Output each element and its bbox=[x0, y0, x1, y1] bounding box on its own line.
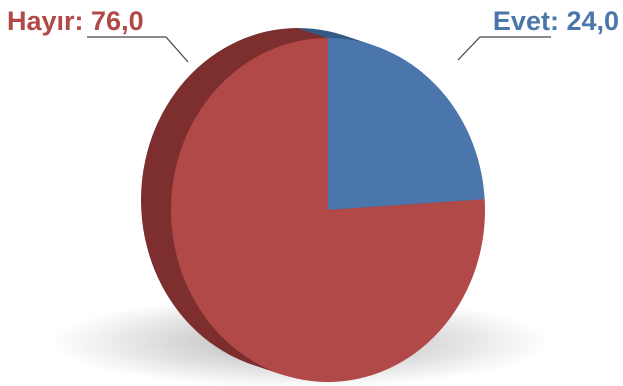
slice-evet bbox=[328, 38, 485, 210]
pie-faces bbox=[170, 38, 485, 383]
leader-line-hayir bbox=[87, 36, 189, 63]
leader-line-evet bbox=[457, 36, 551, 61]
slice-hayir bbox=[170, 38, 485, 383]
slice-label-hayir: Hayır: 76,0 bbox=[7, 6, 144, 36]
slice-label-evet: Evet: 24,0 bbox=[492, 6, 619, 36]
